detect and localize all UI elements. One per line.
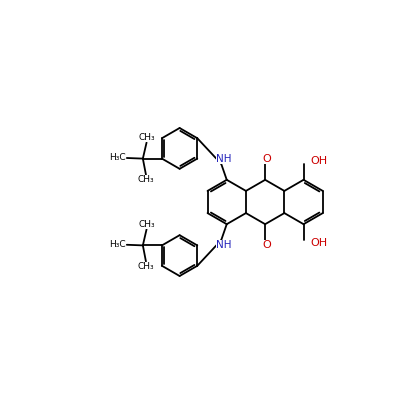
Text: OH: OH <box>310 156 328 166</box>
Text: H₃C: H₃C <box>109 154 125 162</box>
Text: CH₃: CH₃ <box>138 134 155 142</box>
Text: CH₃: CH₃ <box>138 220 155 229</box>
Text: OH: OH <box>310 238 328 248</box>
Text: O: O <box>262 240 271 250</box>
Text: O: O <box>262 154 271 164</box>
Text: NH: NH <box>216 240 232 250</box>
Text: H₃C: H₃C <box>109 240 125 249</box>
Text: CH₃: CH₃ <box>138 175 154 184</box>
Text: NH: NH <box>216 154 232 164</box>
Text: CH₃: CH₃ <box>138 262 154 270</box>
